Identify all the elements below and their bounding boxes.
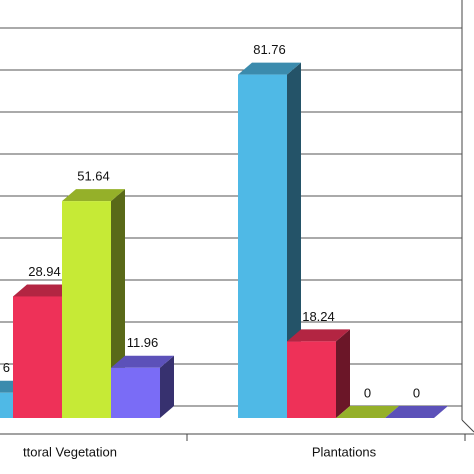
bar xyxy=(13,296,62,418)
value-label: 6 xyxy=(3,360,10,375)
bar xyxy=(62,201,111,418)
value-label: 51.64 xyxy=(77,169,110,184)
bar xyxy=(0,392,13,418)
bar-side xyxy=(160,355,174,418)
bar-top xyxy=(111,355,174,368)
bar-top xyxy=(13,284,76,297)
value-label: 11.96 xyxy=(127,335,159,350)
value-label: 28.94 xyxy=(28,264,61,279)
value-label: 0 xyxy=(413,385,420,400)
value-label: 0 xyxy=(364,385,371,400)
bar xyxy=(287,341,336,418)
bar-top xyxy=(238,62,301,75)
floor-edge xyxy=(461,419,474,433)
bar xyxy=(238,74,287,418)
bar-top xyxy=(385,406,448,418)
bar-top xyxy=(336,406,399,418)
value-label: 18.24 xyxy=(302,309,335,324)
bar-top xyxy=(287,329,350,342)
bar-side xyxy=(336,329,350,418)
bar-side xyxy=(287,62,301,418)
bar xyxy=(111,367,160,418)
bar-top xyxy=(62,189,125,202)
value-label: 81.76 xyxy=(253,42,286,57)
x-tick-label: ttoral Vegetation xyxy=(23,444,117,459)
x-tick-label: Plantations xyxy=(312,444,377,459)
